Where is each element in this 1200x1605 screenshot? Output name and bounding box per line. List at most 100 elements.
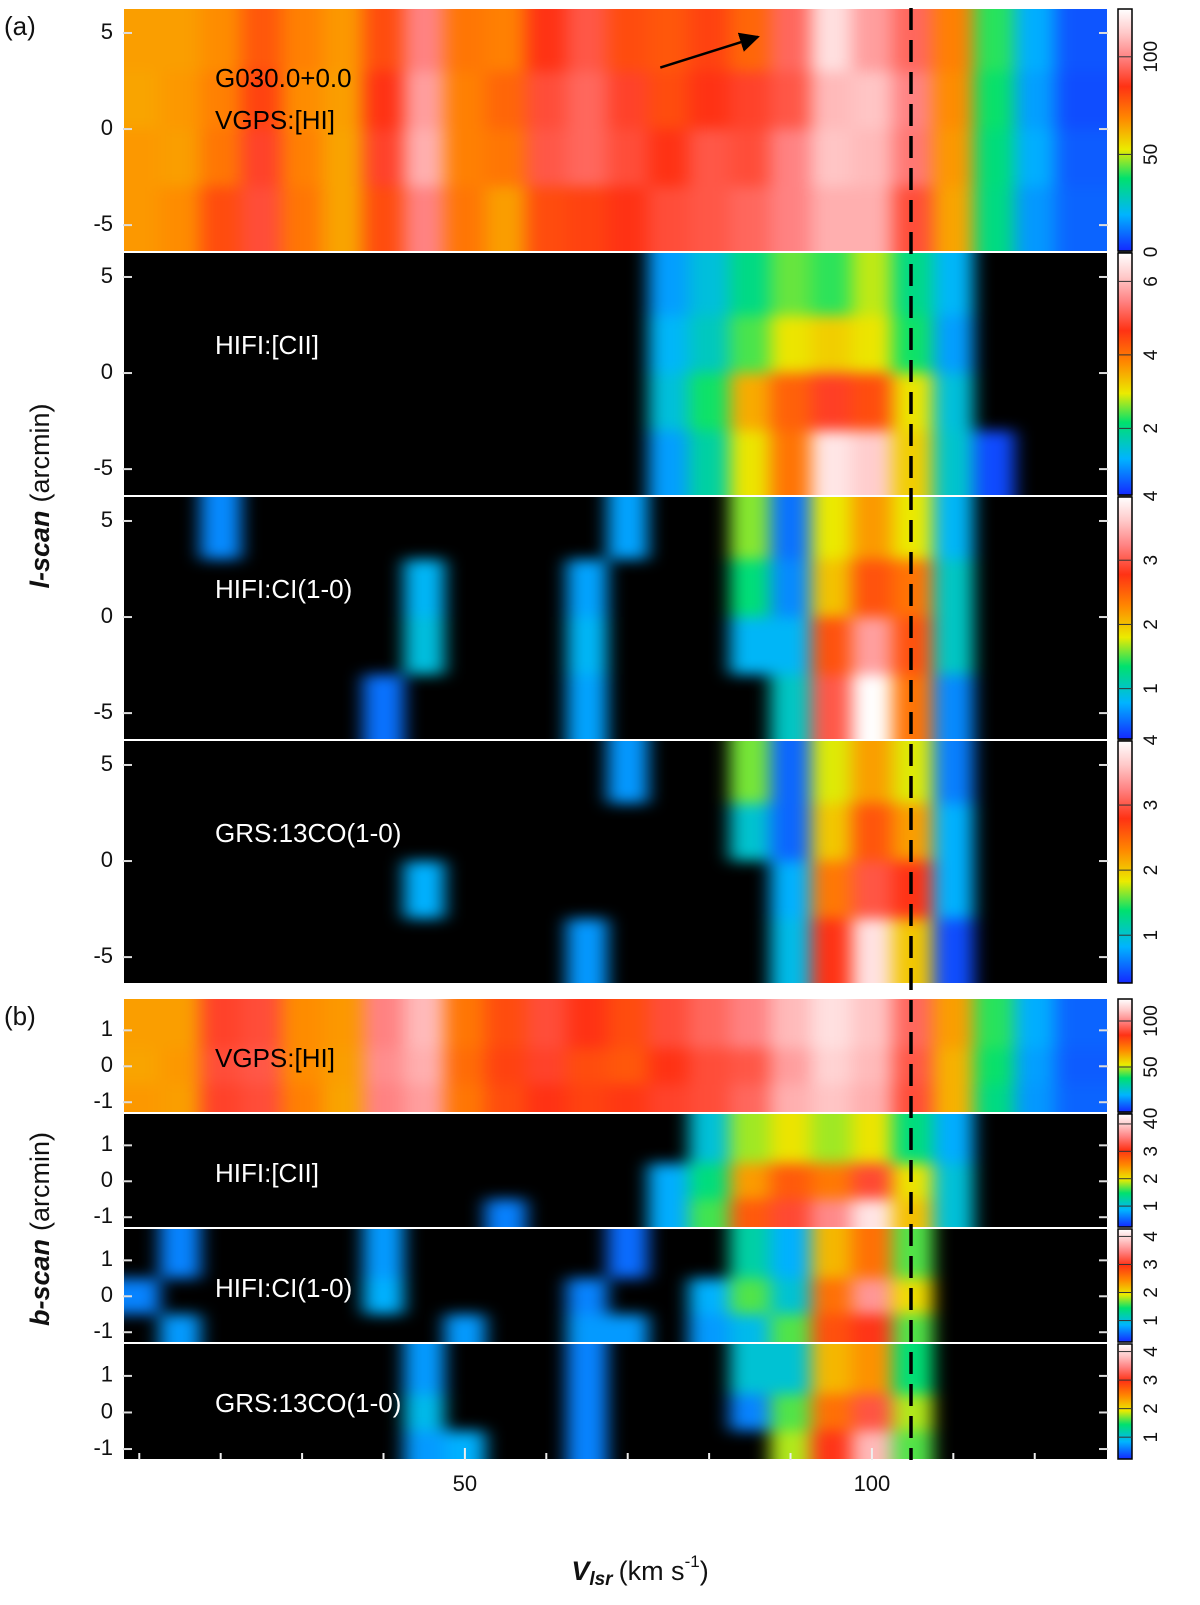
heatmap-cell bbox=[688, 1199, 730, 1228]
heatmap-cell bbox=[729, 998, 771, 1049]
heatmap-cell bbox=[200, 740, 242, 804]
heatmap-cell bbox=[932, 186, 975, 252]
heatmap-cell bbox=[607, 559, 649, 618]
heatmap-cell bbox=[444, 617, 486, 676]
heatmap-cell bbox=[566, 1113, 608, 1164]
heatmap-cell bbox=[1055, 1228, 1108, 1279]
heatmap-cell bbox=[363, 1084, 405, 1113]
heatmap-cell bbox=[281, 1278, 323, 1315]
heatmap-cell bbox=[525, 1199, 568, 1228]
heatmap-cell bbox=[123, 1113, 161, 1164]
heatmap-cell bbox=[363, 430, 405, 496]
heatmap-cell bbox=[851, 740, 893, 804]
colorbar bbox=[1117, 1343, 1133, 1460]
heatmap-cell bbox=[241, 674, 283, 740]
heatmap-cell bbox=[607, 129, 649, 188]
heatmap-cell bbox=[485, 1163, 527, 1200]
heatmap-cell bbox=[403, 8, 446, 72]
heatmap-cell bbox=[688, 1343, 730, 1395]
heatmap-cell bbox=[159, 559, 201, 618]
heatmap bbox=[123, 1228, 1108, 1343]
heatmap-cell bbox=[729, 496, 771, 560]
heatmap-cell bbox=[485, 315, 527, 374]
heatmap-cell bbox=[1055, 186, 1108, 252]
heatmap-cell bbox=[566, 918, 608, 984]
heatmap-cell bbox=[200, 373, 242, 432]
heatmap-cell bbox=[688, 1228, 730, 1279]
heatmap-cell bbox=[851, 8, 893, 72]
heatmap-cell bbox=[1014, 1394, 1056, 1432]
heatmap-cell bbox=[159, 1343, 201, 1395]
heatmap-cell bbox=[1014, 559, 1056, 618]
heatmap-cell bbox=[688, 8, 730, 72]
heatmap-cell bbox=[444, 1199, 486, 1228]
heatmap-cell bbox=[1014, 1084, 1056, 1113]
heatmap-cell bbox=[607, 803, 649, 862]
heatmap-cell bbox=[973, 918, 1015, 984]
heatmap-cell bbox=[525, 1084, 568, 1113]
heatmap-cell bbox=[322, 1048, 364, 1085]
heatmap-cell bbox=[241, 252, 283, 316]
heatmap-cell bbox=[241, 918, 283, 984]
heatmap-cell bbox=[729, 1394, 771, 1432]
heatmap-cell bbox=[281, 1163, 323, 1200]
heatmap-cell bbox=[810, 918, 853, 984]
heatmap-cell bbox=[851, 674, 893, 740]
heatmap-cell bbox=[403, 373, 446, 432]
heatmap-cell bbox=[973, 998, 1015, 1049]
heatmap-cell bbox=[281, 1430, 323, 1460]
heatmap-cell bbox=[892, 1430, 934, 1460]
heatmap-cell bbox=[403, 1430, 446, 1460]
heatmap-cell bbox=[200, 1343, 242, 1395]
heatmap-cell bbox=[973, 674, 1015, 740]
heatmap-cell bbox=[281, 674, 323, 740]
heatmap-cell bbox=[851, 71, 893, 130]
heatmap-cell bbox=[810, 1394, 853, 1432]
heatmap-cell bbox=[363, 252, 405, 316]
heatmap-cell bbox=[1055, 129, 1108, 188]
heatmap-cell bbox=[123, 8, 161, 72]
heatmap-cell bbox=[241, 496, 283, 560]
heatmap-cell bbox=[566, 129, 608, 188]
heatmap-cell bbox=[485, 674, 527, 740]
heatmap-cell bbox=[973, 8, 1015, 72]
heatmap-cell bbox=[241, 1084, 283, 1113]
heatmap-cell bbox=[485, 1314, 527, 1343]
heatmap-cell bbox=[363, 861, 405, 920]
y-tick-label: -5 bbox=[93, 699, 113, 724]
panel-label-line: GRS:13CO(1-0) bbox=[215, 818, 401, 848]
heatmap-cell bbox=[241, 8, 283, 72]
heatmap-cell bbox=[973, 1228, 1015, 1279]
heatmap-cell bbox=[688, 998, 730, 1049]
heatmap-cell bbox=[973, 559, 1015, 618]
heatmap-cell bbox=[159, 496, 201, 560]
heatmap bbox=[123, 496, 1108, 740]
heatmap-cell bbox=[770, 803, 812, 862]
panel-label-line: HIFI:[CII] bbox=[215, 330, 319, 360]
heatmap-cell bbox=[851, 861, 893, 920]
heatmap-cell bbox=[444, 1163, 486, 1200]
heatmap-cell bbox=[241, 71, 283, 130]
heatmap-cell bbox=[566, 315, 608, 374]
colorbar-tick-label: 4 bbox=[1141, 734, 1162, 745]
heatmap-cell bbox=[525, 129, 568, 188]
colorbar bbox=[1117, 496, 1133, 740]
heatmap-cell bbox=[485, 998, 527, 1049]
heatmap-cell bbox=[363, 1343, 405, 1395]
panel bbox=[123, 496, 1108, 740]
heatmap-cell bbox=[200, 252, 242, 316]
heatmap-cell bbox=[525, 1314, 568, 1343]
heatmap-cell bbox=[123, 998, 161, 1049]
heatmap-cell bbox=[770, 1343, 812, 1395]
heatmap-cell bbox=[281, 559, 323, 618]
heatmap-cell bbox=[444, 315, 486, 374]
y-tick-label: 1 bbox=[101, 1131, 113, 1156]
heatmap-cell bbox=[322, 1314, 364, 1343]
heatmap-cell bbox=[1055, 1314, 1108, 1343]
heatmap-cell bbox=[932, 740, 975, 804]
heatmap-cell bbox=[770, 559, 812, 618]
heatmap-cell bbox=[810, 998, 853, 1049]
x-label-exponent: -1 bbox=[685, 1552, 700, 1571]
heatmap-cell bbox=[688, 861, 730, 920]
heatmap-cell bbox=[973, 1343, 1015, 1395]
